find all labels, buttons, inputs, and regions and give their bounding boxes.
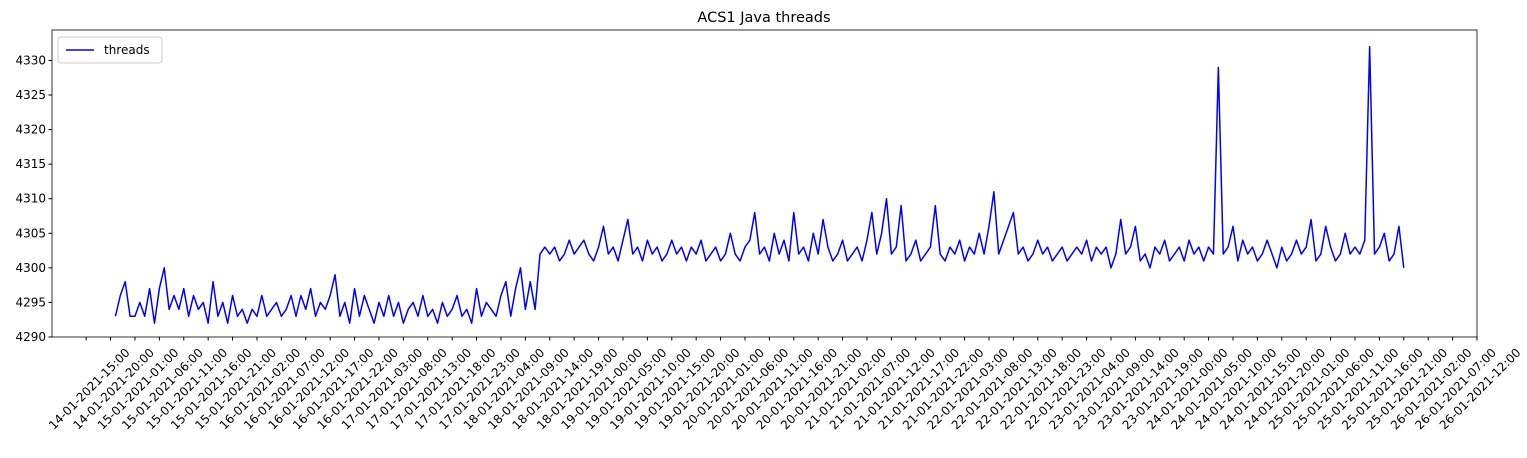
legend-box [57, 36, 163, 64]
y-tick-label: 4300 [15, 261, 46, 275]
plot-frame [51, 29, 1478, 338]
y-tick-label: 4290 [15, 330, 46, 344]
y-tick-label: 4305 [15, 226, 46, 240]
y-tick-label: 4325 [15, 88, 46, 102]
y-tick-label: 4315 [15, 157, 46, 171]
chart-title: ACS1 Java threads [697, 10, 830, 26]
y-tick-label: 4320 [15, 123, 46, 137]
legend-label: threads [104, 43, 150, 57]
y-tick-label: 4295 [15, 295, 46, 309]
y-tick-label: 4310 [15, 192, 46, 206]
data-line [114, 45, 1405, 324]
y-tick-label: 4330 [15, 53, 46, 67]
